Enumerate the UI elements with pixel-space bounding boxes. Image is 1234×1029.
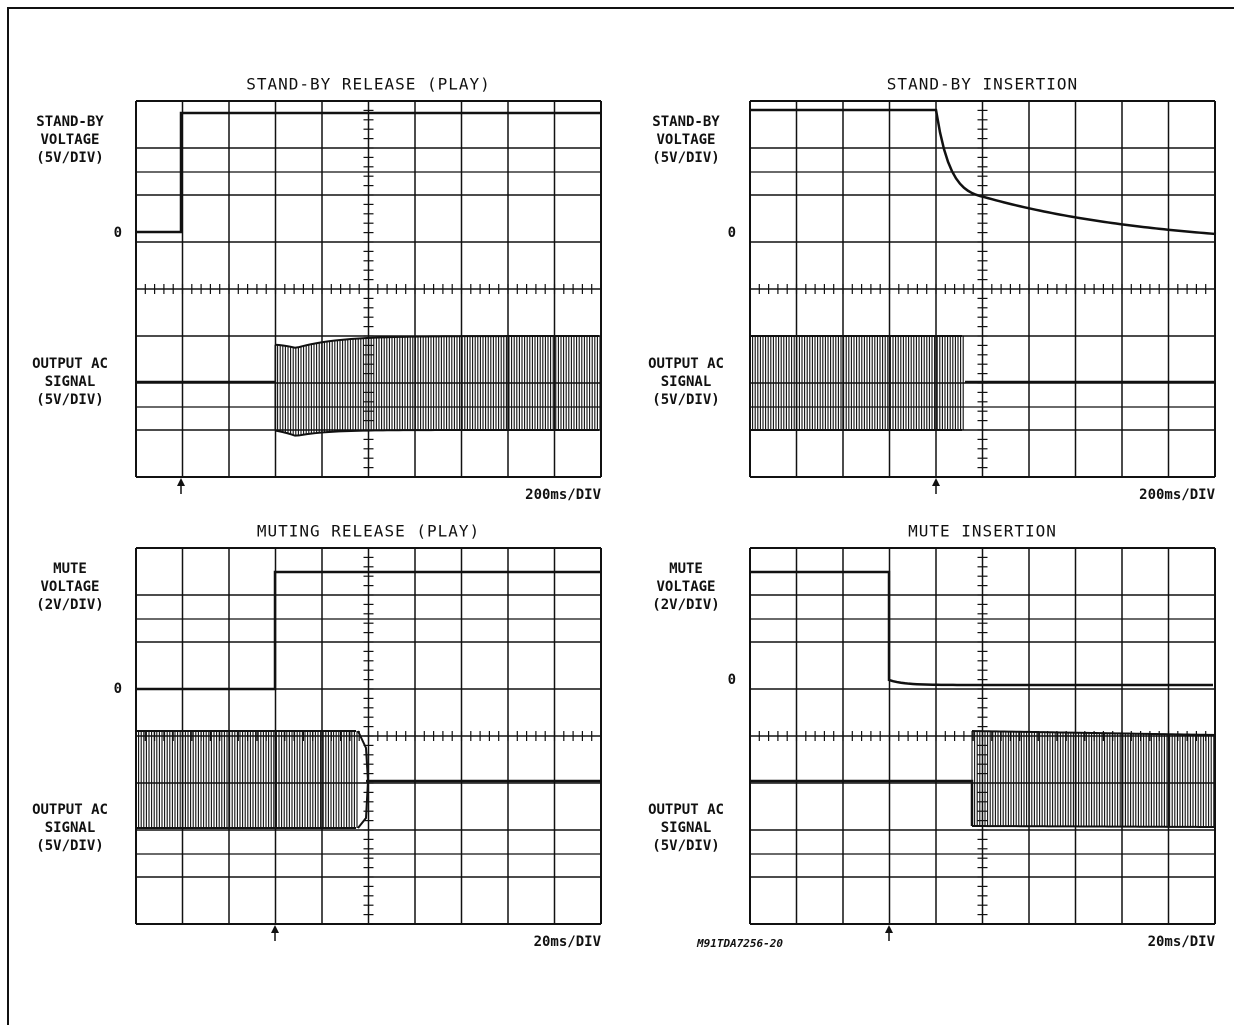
zero-label: 0 [728, 672, 736, 688]
trigger-arrow-head [932, 478, 940, 486]
output-baseline [750, 779, 974, 826]
panel [749, 547, 1217, 941]
signal-burst [274, 336, 601, 436]
lower-label: (5V/DIV) [652, 392, 719, 408]
timebase: 200ms/DIV [1139, 487, 1215, 503]
upper-label: VOLTAGE [40, 132, 99, 148]
lower-label: OUTPUT AC [32, 356, 108, 372]
lower-label: (5V/DIV) [36, 838, 103, 854]
upper-label: STAND-BY [36, 114, 104, 130]
control-voltage [136, 111, 601, 234]
upper-label: VOLTAGE [656, 132, 715, 148]
upper-label: (5V/DIV) [36, 150, 103, 166]
lower-label: OUTPUT AC [32, 802, 108, 818]
upper-label: (2V/DIV) [36, 597, 103, 613]
upper-label: (2V/DIV) [652, 597, 719, 613]
lower-label: OUTPUT AC [648, 356, 724, 372]
panel [749, 100, 1217, 494]
signal-burst [749, 336, 964, 430]
timebase: 200ms/DIV [525, 487, 601, 503]
burst-envelope [274, 429, 600, 437]
panel-title: MUTING RELEASE (PLAY) [257, 522, 480, 541]
upper-label: (5V/DIV) [652, 150, 719, 166]
zero-label: 0 [114, 681, 122, 697]
upper-label: VOLTAGE [656, 579, 715, 595]
trigger-arrow-head [271, 925, 279, 933]
control-voltage [750, 570, 1213, 687]
lower-label: SIGNAL [661, 374, 712, 390]
panel [135, 100, 602, 494]
zero-label: 0 [728, 225, 736, 241]
burst-envelope [971, 730, 1217, 736]
panel-title: STAND-BY RELEASE (PLAY) [246, 75, 491, 94]
control-voltage [750, 108, 1217, 236]
timebase: 20ms/DIV [1148, 934, 1216, 950]
lower-label: SIGNAL [45, 820, 96, 836]
lower-label: OUTPUT AC [648, 802, 724, 818]
lower-label: SIGNAL [661, 820, 712, 836]
panel [135, 547, 602, 941]
signal-burst [971, 731, 1215, 827]
panel-title: MUTE INSERTION [908, 522, 1057, 541]
upper-label: STAND-BY [652, 114, 720, 130]
panel-title: STAND-BY INSERTION [887, 75, 1078, 94]
upper-label: MUTE [53, 561, 87, 577]
signal-burst [135, 731, 358, 828]
control-voltage [136, 570, 601, 691]
burst-envelope [274, 335, 600, 349]
zero-label: 0 [114, 225, 122, 241]
figure-code: M91TDA7256-20 [696, 937, 783, 950]
lower-label: (5V/DIV) [652, 838, 719, 854]
upper-label: MUTE [669, 561, 703, 577]
trigger-arrow-head [885, 925, 893, 933]
upper-label: VOLTAGE [40, 579, 99, 595]
trigger-arrow-head [177, 478, 185, 486]
lower-label: SIGNAL [45, 374, 96, 390]
timebase: 20ms/DIV [534, 934, 602, 950]
burst-envelope [971, 825, 1217, 829]
lower-label: (5V/DIV) [36, 392, 103, 408]
frame [7, 7, 1234, 1029]
